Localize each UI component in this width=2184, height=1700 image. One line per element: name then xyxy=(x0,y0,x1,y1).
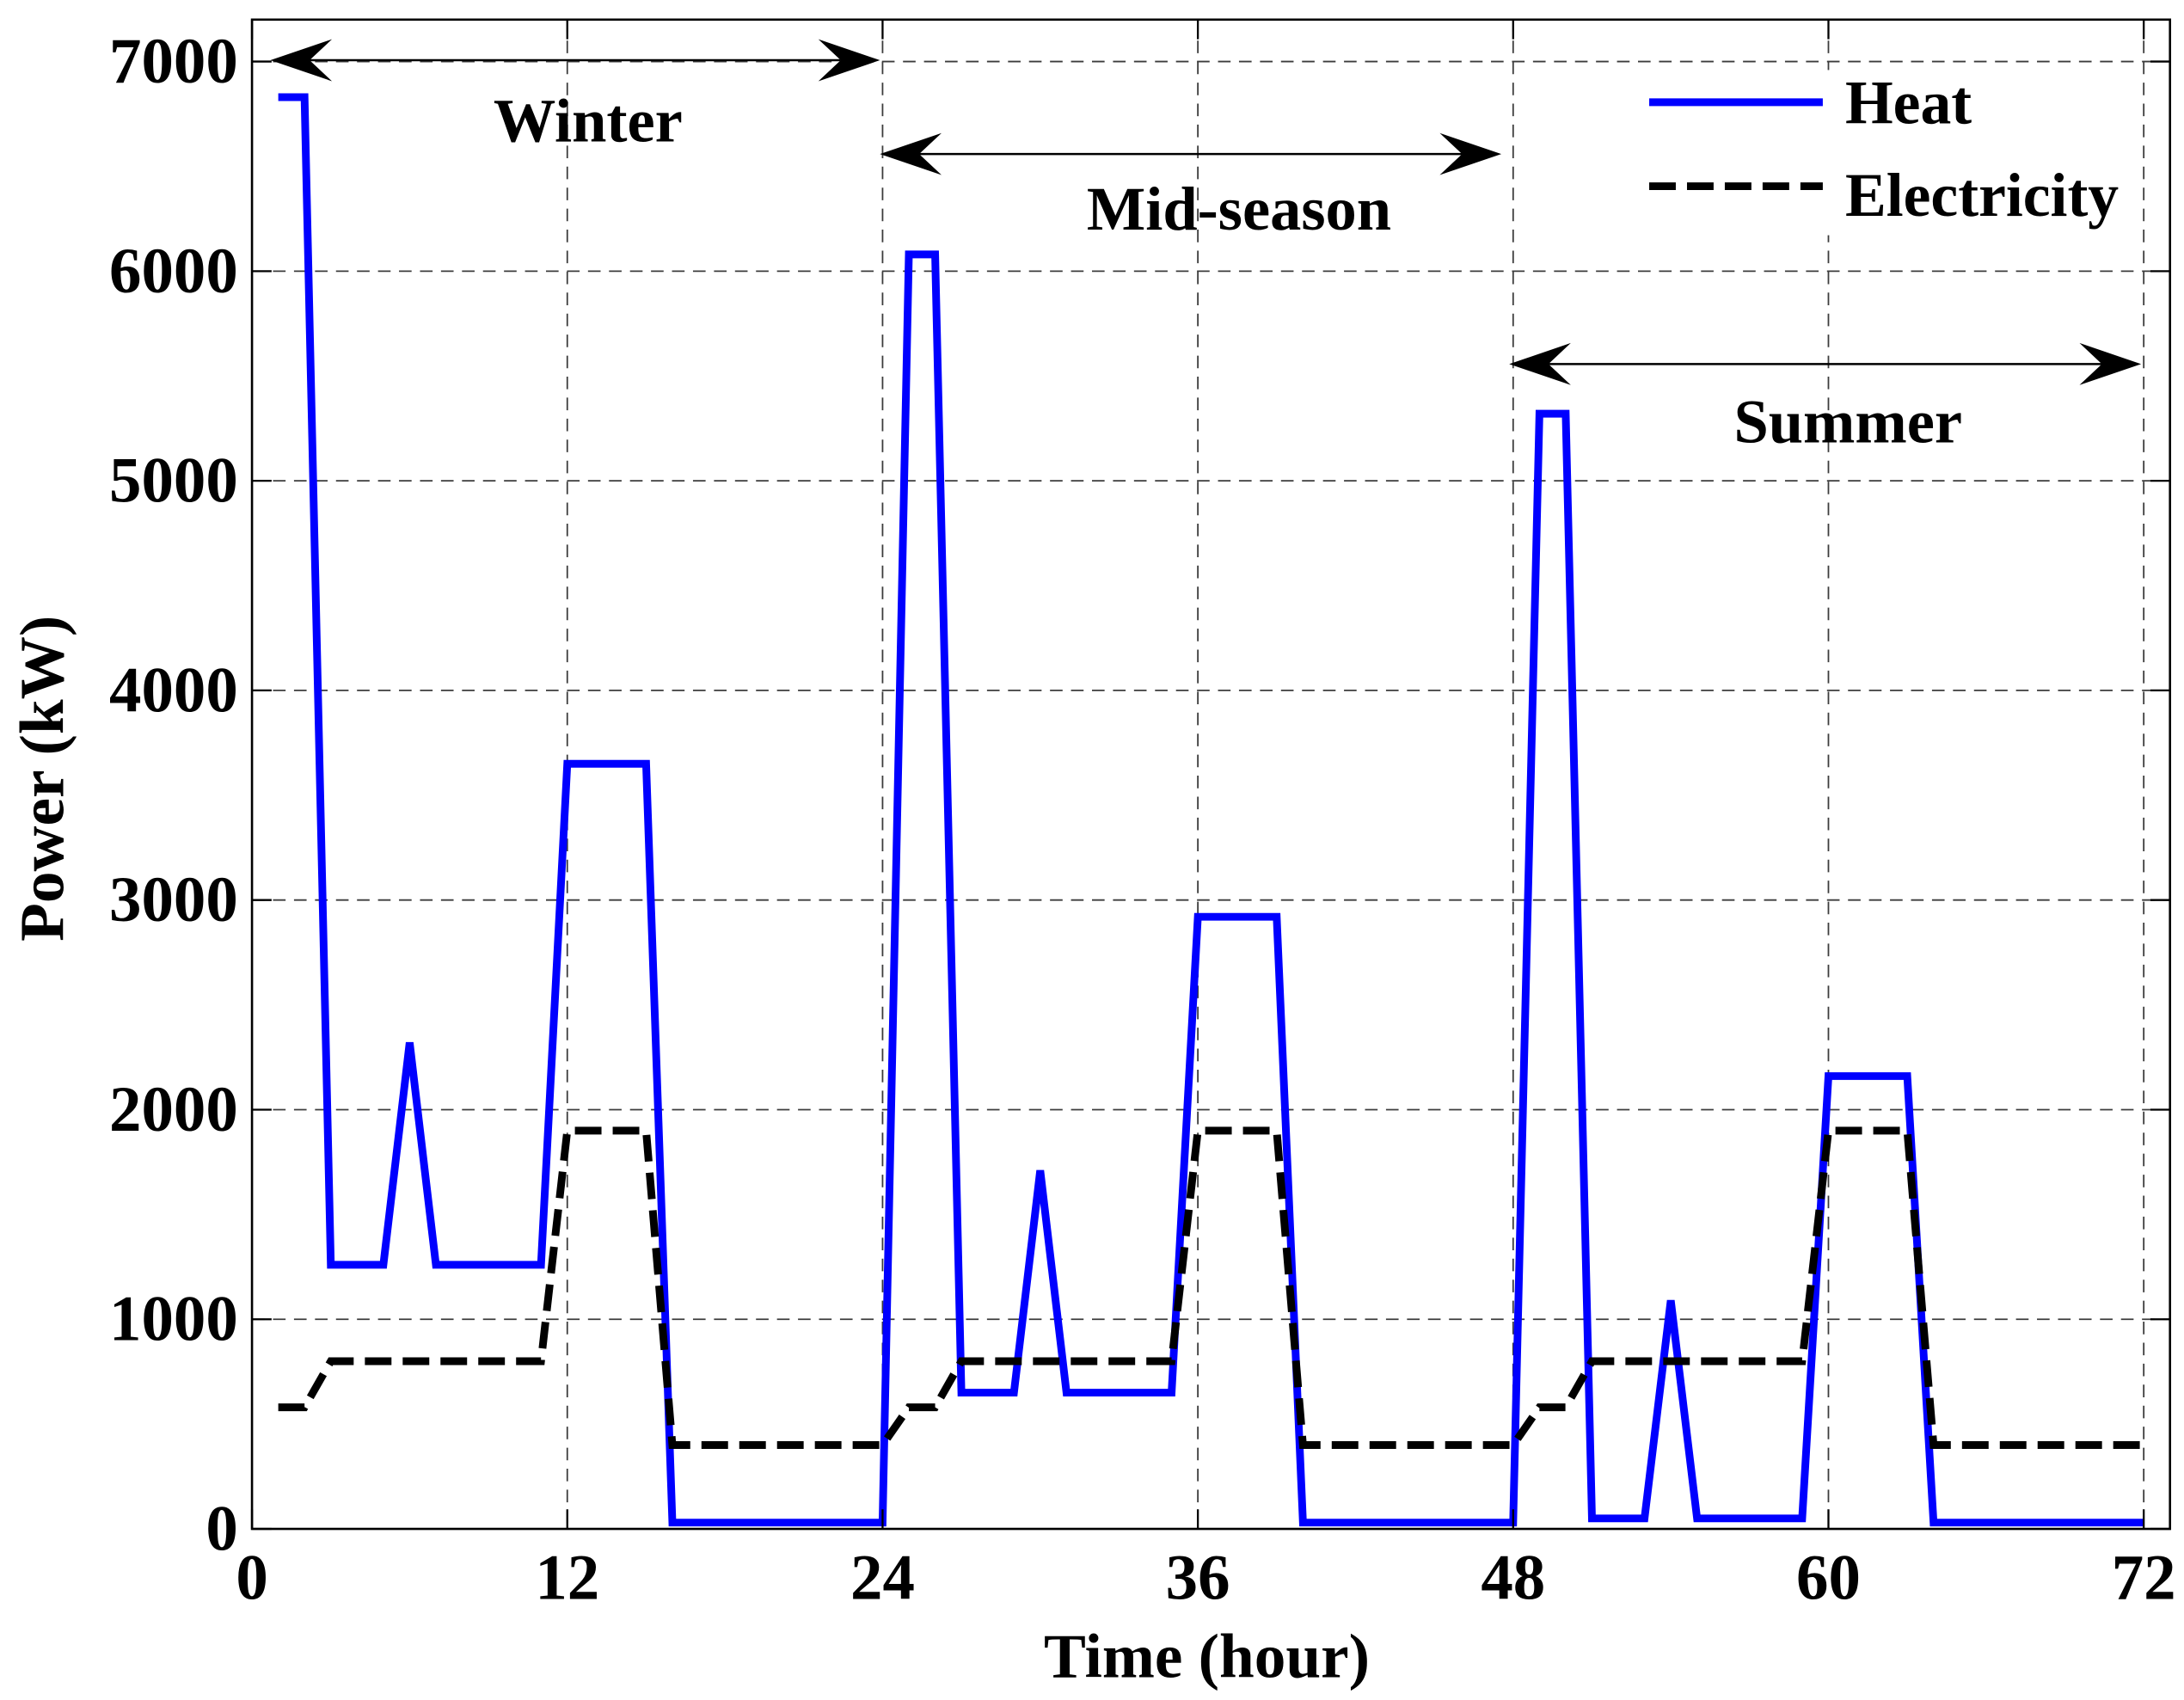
electricity-series-line xyxy=(278,1126,2144,1449)
y-tick-label-1000: 1000 xyxy=(109,1284,238,1355)
mid-season-label: Mid-season xyxy=(1087,174,1391,243)
y-tick-label-5000: 5000 xyxy=(109,445,238,517)
x-tick-label-36: 36 xyxy=(1166,1542,1230,1613)
plot-frame xyxy=(250,18,2172,1531)
winter-label: Winter xyxy=(494,85,683,155)
legend: Heat Electricity xyxy=(1628,69,2128,236)
y-tick-label-3000: 3000 xyxy=(109,864,238,936)
x-tick-label-72: 72 xyxy=(2112,1542,2176,1613)
x-tick-label-60: 60 xyxy=(1796,1542,1861,1613)
y-tick-label-7000: 7000 xyxy=(109,26,238,97)
season-annotations: Winter Mid-season Summer xyxy=(270,39,2142,457)
x-tick-label-24: 24 xyxy=(850,1542,915,1613)
y-axis-label: Power (kW) xyxy=(7,616,77,942)
legend-item-electricity: Electricity xyxy=(1649,162,2119,230)
legend-background xyxy=(1628,70,2128,236)
legend-item-heat: Heat xyxy=(1649,69,1972,137)
y-tick-label-6000: 6000 xyxy=(109,236,238,307)
tick-marks xyxy=(250,19,2170,1531)
summer-label: Summer xyxy=(1733,387,1962,457)
summer-arrow-head-left xyxy=(1509,342,1571,385)
x-tick-label-48: 48 xyxy=(1481,1542,1545,1613)
legend-label-heat: Heat xyxy=(1845,69,1972,137)
heat-series-line xyxy=(278,93,2144,1527)
legend-label-electricity: Electricity xyxy=(1845,162,2119,230)
mid-season-annotation: Mid-season xyxy=(880,132,1502,243)
y-tick-label-0: 0 xyxy=(206,1493,237,1564)
summer-annotation: Summer xyxy=(1509,342,2142,457)
winter-arrow-head-right xyxy=(818,39,880,82)
y-tick-label-4000: 4000 xyxy=(109,654,238,726)
x-tick-label-12: 12 xyxy=(535,1542,599,1613)
summer-arrow-head-right xyxy=(2079,342,2142,385)
winter-arrow-head-left xyxy=(270,39,333,82)
series-layer xyxy=(278,93,2144,1527)
mid-season-arrow-head-right xyxy=(1439,132,1502,175)
winter-annotation: Winter xyxy=(270,39,880,155)
y-tick-labels: 0 1000 2000 3000 4000 5000 6000 7000 xyxy=(109,26,238,1564)
x-tick-label-0: 0 xyxy=(236,1542,267,1613)
x-tick-labels: 0 12 24 36 48 60 72 xyxy=(236,1542,2175,1613)
x-axis-label: Time (hour) xyxy=(1044,1622,1370,1691)
y-tick-label-2000: 2000 xyxy=(109,1074,238,1145)
mid-season-arrow-head-left xyxy=(880,132,942,175)
grid-lines xyxy=(252,19,2170,1530)
